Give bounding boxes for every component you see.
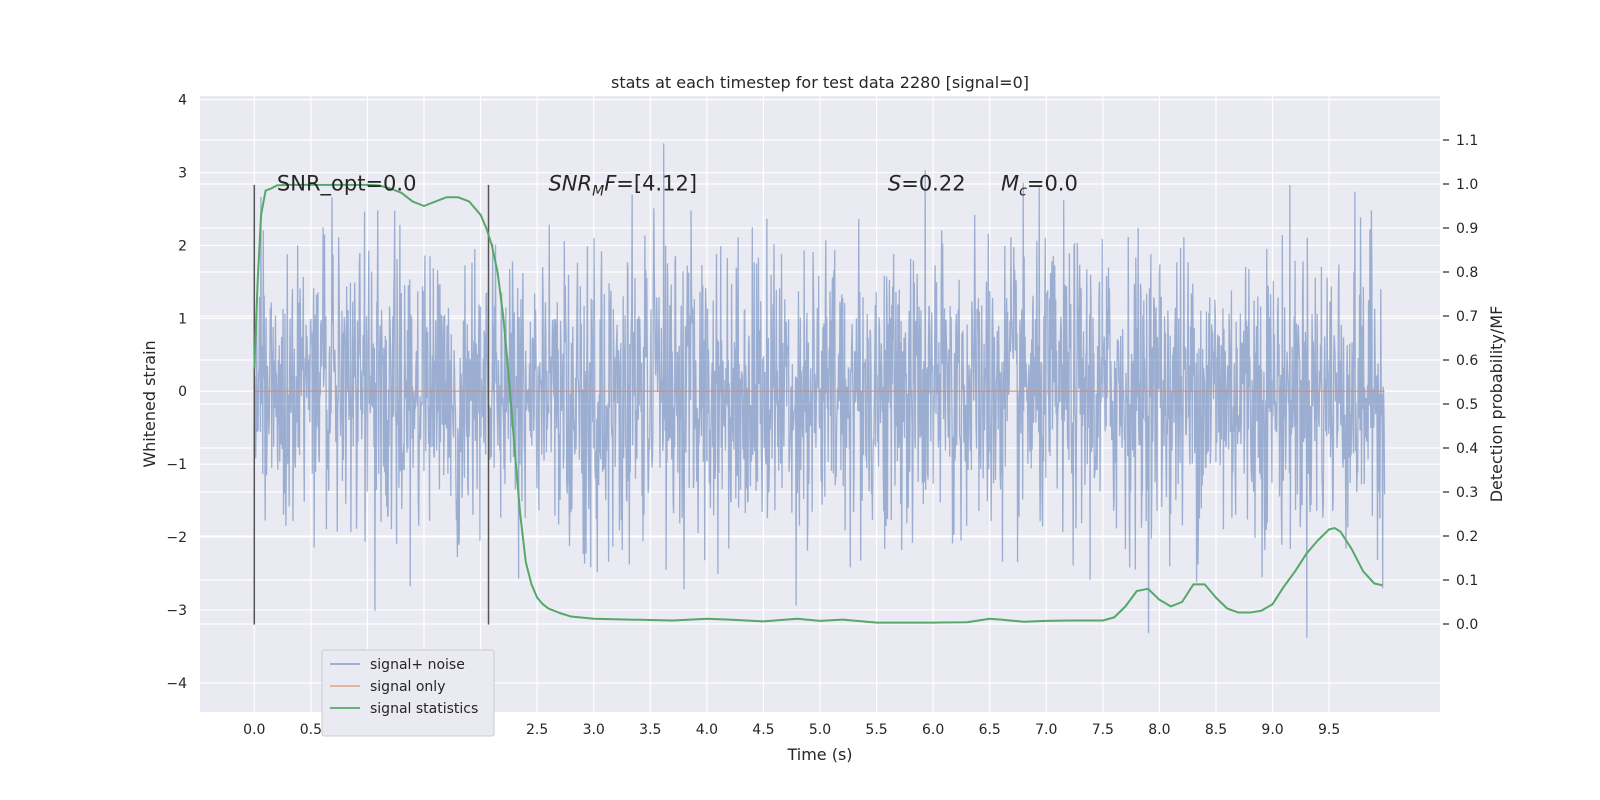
x-tick-label-19: 9.5 xyxy=(1318,722,1340,738)
annotation-1: SNRMF=[4.12] xyxy=(548,171,697,199)
y-right-tick-label-2: 0.9 xyxy=(1456,221,1478,237)
y-left-tick-label-5: −1 xyxy=(166,457,187,473)
y-left-tick-label-2: 2 xyxy=(178,238,187,254)
y-left-axis-label: Whitened strain xyxy=(140,340,159,467)
series-signal-statistics xyxy=(253,183,1383,624)
y-right-tick-label-7: 0.4 xyxy=(1456,441,1478,457)
y-left-tick-labels: 4 3 2 1 0 −1 −2 −3 −4 xyxy=(166,93,187,692)
y-left-tick-label-7: −3 xyxy=(166,603,187,619)
y-right-tick-label-5: 0.6 xyxy=(1456,353,1478,369)
y-left-tick-label-1: 3 xyxy=(178,166,187,182)
y-left-tick-label-0: 4 xyxy=(178,93,187,109)
x-tick-label-12: 6.0 xyxy=(922,722,944,738)
y-left-tick-label-4: 0 xyxy=(178,384,187,400)
x-tick-label-7: 3.5 xyxy=(639,722,661,738)
annotation-2: S=0.22 xyxy=(888,171,966,195)
annotation-3: Mc=0.0 xyxy=(1001,171,1078,199)
x-tick-label-0: 0.0 xyxy=(243,722,265,738)
y-left-tick-label-3: 1 xyxy=(178,311,187,327)
y-right-tick-label-8: 0.3 xyxy=(1456,485,1478,501)
x-tick-label-11: 5.5 xyxy=(865,722,887,738)
legend-label-signal: signal only xyxy=(370,679,445,695)
y-right-tick-labels: 1.1 1.0 0.9 0.8 0.7 0.6 0.5 0.4 0.3 0.2 0.1 0.0 xyxy=(1443,133,1478,633)
y-right-tick-label-6: 0.5 xyxy=(1456,397,1478,413)
x-axis-label: Time (s) xyxy=(786,745,852,764)
vline-layer xyxy=(253,184,490,625)
noise-series-layer xyxy=(253,143,1386,638)
y-right-tick-label-0: 1.1 xyxy=(1456,133,1478,149)
y-right-tick-label-1: 1.0 xyxy=(1456,177,1478,193)
y-right-tick-label-11: 0.0 xyxy=(1456,617,1478,633)
legend-label-stats: signal statistics xyxy=(370,701,478,717)
y-left-tick-label-8: −4 xyxy=(166,676,187,692)
x-tick-label-16: 8.0 xyxy=(1148,722,1170,738)
legend-label-noise: signal+ noise xyxy=(370,657,465,673)
x-tick-label-1: 0.5 xyxy=(300,722,322,738)
statistics-series-layer xyxy=(253,183,1383,624)
y-right-tick-label-9: 0.2 xyxy=(1456,529,1478,545)
series-signal-plus-noise xyxy=(253,143,1386,638)
x-tick-label-6: 3.0 xyxy=(583,722,605,738)
x-tick-label-13: 6.5 xyxy=(979,722,1001,738)
x-tick-label-5: 2.5 xyxy=(526,722,548,738)
y-right-tick-label-3: 0.8 xyxy=(1456,265,1478,281)
x-tick-label-14: 7.0 xyxy=(1035,722,1057,738)
x-tick-label-8: 4.0 xyxy=(696,722,718,738)
y-right-tick-label-4: 0.7 xyxy=(1456,309,1478,325)
annotations-layer: SNR_opt=0.0 SNRMF=[4.12] S=0.22 Mc=0.0 xyxy=(277,171,1078,199)
legend: signal+ noise signal only signal statist… xyxy=(321,649,495,737)
y-right-axis-label: Detection probability/MF xyxy=(1487,306,1506,503)
x-tick-label-15: 7.5 xyxy=(1092,722,1114,738)
y-right-tick-label-10: 0.1 xyxy=(1456,573,1478,589)
y-left-tick-label-6: −2 xyxy=(166,530,187,546)
x-tick-label-9: 4.5 xyxy=(752,722,774,738)
annotation-0: SNR_opt=0.0 xyxy=(277,171,417,196)
x-tick-label-10: 5.0 xyxy=(809,722,831,738)
chart-title: stats at each timestep for test data 228… xyxy=(611,73,1029,92)
legend-box xyxy=(321,649,495,737)
x-tick-label-18: 9.0 xyxy=(1261,722,1283,738)
x-tick-label-17: 8.5 xyxy=(1205,722,1227,738)
